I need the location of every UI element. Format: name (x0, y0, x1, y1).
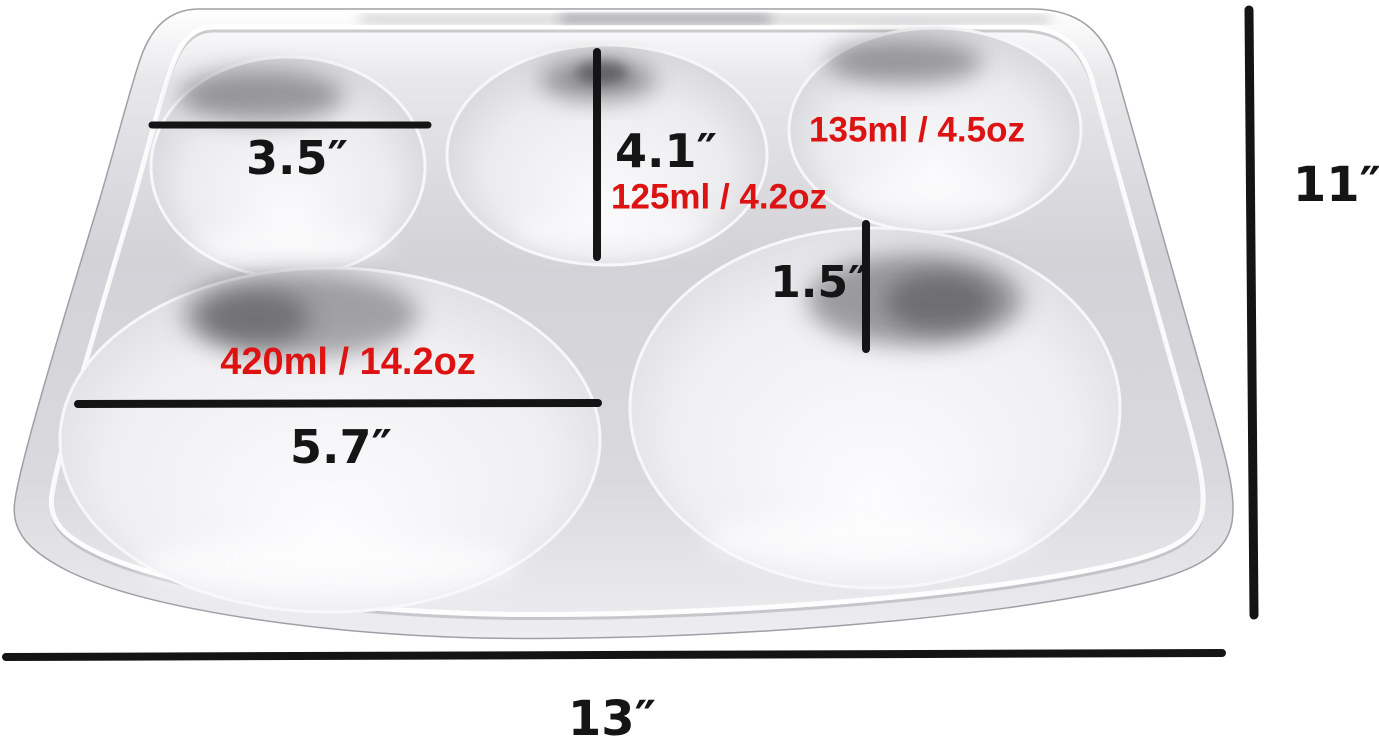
dimension-line-overall-width (2, 649, 1226, 661)
dimension-lines (2, 5, 1259, 661)
bowl-highlight (705, 512, 1035, 568)
capacity-label-bottom-left: 420ml / 14.2oz (220, 341, 476, 383)
reflection-smudge (180, 70, 344, 122)
compartments (58, 26, 1122, 614)
bowl-highlight (840, 178, 1030, 212)
dimension-line-bottom-left-diameter (74, 399, 602, 408)
bowl-highlight (190, 225, 390, 265)
capacity-label-top-middle: 125ml / 4.2oz (611, 177, 827, 217)
capacity-label-top-right: 135ml / 4.5oz (809, 110, 1025, 150)
bowl-highlight (140, 535, 520, 595)
dimension-line-overall-height (1244, 5, 1259, 620)
dimension-label-top-left-diameter: 3.5″ (245, 131, 349, 185)
bowl-highlight (510, 212, 710, 248)
dimension-label-overall-width: 13″ (567, 691, 657, 747)
compartment-bottom-left-bowl (58, 266, 602, 614)
reflection-smudge-dark (885, 272, 995, 332)
dimension-label-bottom-right-depth: 1.5″ (770, 257, 868, 308)
reflection-smudge-dark (200, 290, 310, 346)
reflection-smudge-dark (576, 60, 628, 84)
compartment-top-middle-bowl (445, 43, 769, 267)
dimension-label-bottom-left-diameter: 5.7″ (289, 420, 393, 474)
dimension-label-top-middle-diameter: 4.1″ (614, 124, 718, 178)
reflection-smudge (827, 40, 983, 84)
dimension-label-overall-height: 11″ (1292, 157, 1379, 213)
rim-reflection-streak-dark (560, 15, 770, 22)
